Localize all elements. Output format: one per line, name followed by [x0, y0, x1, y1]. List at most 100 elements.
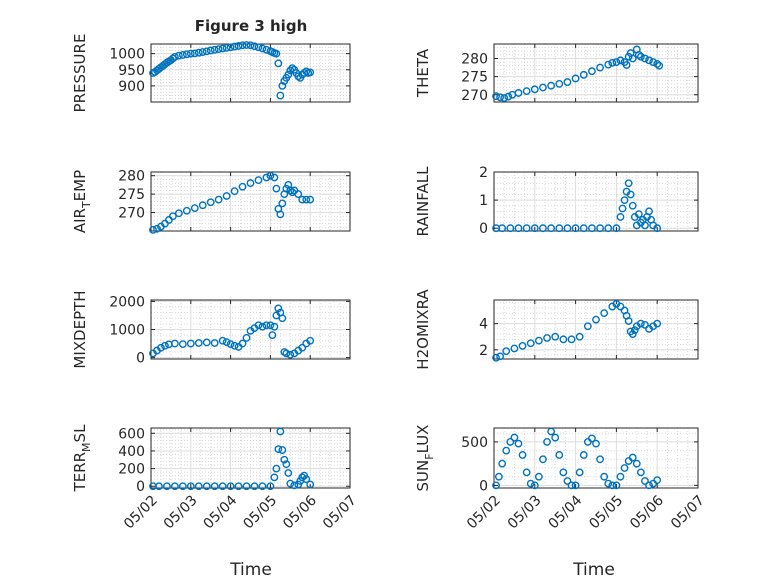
x-tick-label: 05/02	[464, 493, 504, 533]
data-point	[630, 326, 639, 335]
data-point	[543, 438, 551, 446]
data-point	[645, 56, 653, 65]
data-point	[274, 304, 283, 313]
data-point	[226, 43, 235, 52]
data-point	[592, 315, 600, 324]
data-point	[286, 479, 295, 488]
data-point	[502, 347, 511, 356]
data-point	[608, 481, 617, 490]
subplot-4: 0 1 2 RAINFALL	[414, 165, 699, 237]
data-point	[198, 201, 207, 210]
data-point	[230, 42, 239, 51]
data-point	[161, 341, 169, 350]
data-point	[210, 482, 219, 491]
y-tick-label: 2	[479, 165, 488, 181]
data-point	[620, 464, 629, 472]
data-point	[170, 482, 179, 491]
data-point	[186, 482, 195, 491]
data-point	[616, 302, 625, 311]
data-point	[284, 469, 293, 477]
data-point	[202, 47, 211, 56]
data-point	[286, 186, 295, 195]
data-point	[506, 224, 515, 233]
data-point	[645, 207, 653, 216]
y-tick-label: 0	[136, 479, 145, 495]
y-axis-label: THETA	[414, 48, 432, 98]
y-tick-label: 1000	[109, 47, 145, 63]
data-point	[246, 41, 255, 50]
data-point	[530, 481, 539, 490]
data-point	[608, 58, 617, 67]
data-point	[641, 221, 649, 230]
axes-box	[150, 299, 351, 360]
data-point	[496, 93, 505, 102]
data-point	[170, 339, 179, 348]
y-tick-label: 280	[118, 169, 145, 185]
data-point	[288, 64, 297, 73]
data-point	[178, 340, 187, 349]
data-point	[522, 468, 531, 477]
x-tick-label: 05/04	[546, 492, 586, 532]
data-point	[226, 340, 235, 349]
data-point	[202, 338, 211, 347]
y-tick-label: 270	[118, 206, 145, 222]
data-point	[262, 321, 271, 330]
data-point	[563, 78, 572, 86]
data-point	[258, 44, 267, 53]
data-point	[636, 319, 645, 328]
data-point	[600, 309, 609, 318]
y-tick-label: 1000	[109, 323, 145, 339]
data-point	[190, 204, 199, 213]
data-point	[645, 481, 653, 490]
data-point	[284, 70, 293, 79]
data-point	[641, 477, 649, 485]
data-point	[592, 439, 600, 448]
data-point	[612, 58, 621, 67]
x-tick-label: 05/05	[586, 493, 626, 533]
data-point	[575, 332, 584, 341]
data-point	[632, 459, 641, 468]
data-point	[653, 319, 662, 328]
data-point	[588, 434, 596, 443]
y-tick-label: 900	[118, 79, 145, 95]
data-point	[278, 446, 287, 454]
data-point	[149, 225, 157, 234]
data-point	[555, 224, 564, 233]
data-point	[262, 173, 271, 182]
data-point	[214, 195, 223, 204]
data-point	[302, 67, 311, 76]
data-point	[567, 481, 576, 490]
data-point	[596, 63, 604, 72]
data-point	[155, 482, 163, 491]
x-tick-label: 05/07	[320, 493, 360, 533]
data-point	[649, 58, 658, 67]
data-point	[596, 455, 604, 464]
axes-box	[493, 299, 699, 360]
data-point	[600, 472, 609, 481]
data-point	[254, 176, 263, 185]
data-point	[182, 50, 191, 59]
data-point	[500, 94, 509, 102]
data-point	[510, 344, 519, 353]
data-point	[530, 224, 539, 233]
data-point	[198, 48, 207, 56]
data-point	[636, 52, 645, 61]
data-point	[616, 472, 625, 481]
data-point	[242, 334, 251, 342]
data-point	[226, 482, 235, 491]
y-tick-label: 0	[136, 351, 145, 367]
data-point	[278, 199, 287, 208]
x-tick-label: 05/07	[668, 493, 708, 533]
data-point	[628, 201, 637, 210]
data-point	[276, 427, 285, 436]
y-tick-label: 950	[118, 63, 145, 79]
data-point	[294, 190, 303, 199]
y-axis-label: H2OMIXRA	[414, 289, 432, 370]
data-point	[653, 476, 662, 485]
y-axis-label: PRESSURE	[71, 34, 89, 113]
subplot-5: 0 1000 2000 MIXDEPTH	[71, 290, 351, 369]
y-axis-label: RAINFALL	[414, 166, 432, 237]
data-point	[218, 44, 227, 53]
data-point	[238, 41, 247, 50]
